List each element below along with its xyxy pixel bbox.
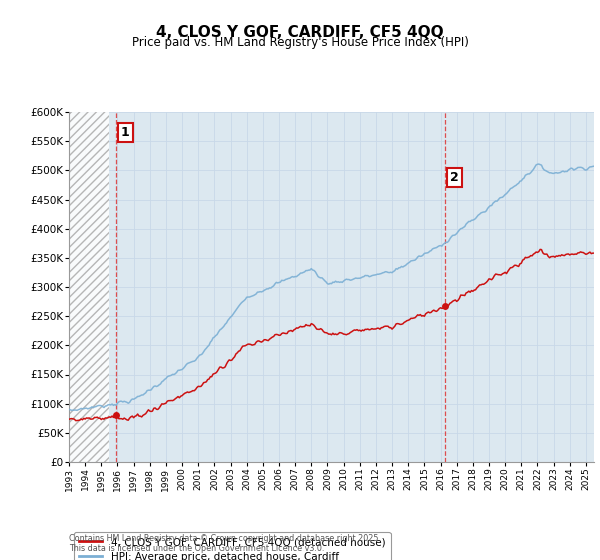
Legend: 4, CLOS Y GOF, CARDIFF, CF5 4QQ (detached house), HPI: Average price, detached h: 4, CLOS Y GOF, CARDIFF, CF5 4QQ (detache… (74, 532, 391, 560)
Text: 2: 2 (450, 171, 459, 184)
Text: 4, CLOS Y GOF, CARDIFF, CF5 4QQ: 4, CLOS Y GOF, CARDIFF, CF5 4QQ (156, 25, 444, 40)
Polygon shape (69, 112, 109, 462)
Text: Contains HM Land Registry data © Crown copyright and database right 2025.
This d: Contains HM Land Registry data © Crown c… (69, 534, 381, 553)
Text: Price paid vs. HM Land Registry's House Price Index (HPI): Price paid vs. HM Land Registry's House … (131, 36, 469, 49)
Text: 1: 1 (121, 126, 130, 139)
